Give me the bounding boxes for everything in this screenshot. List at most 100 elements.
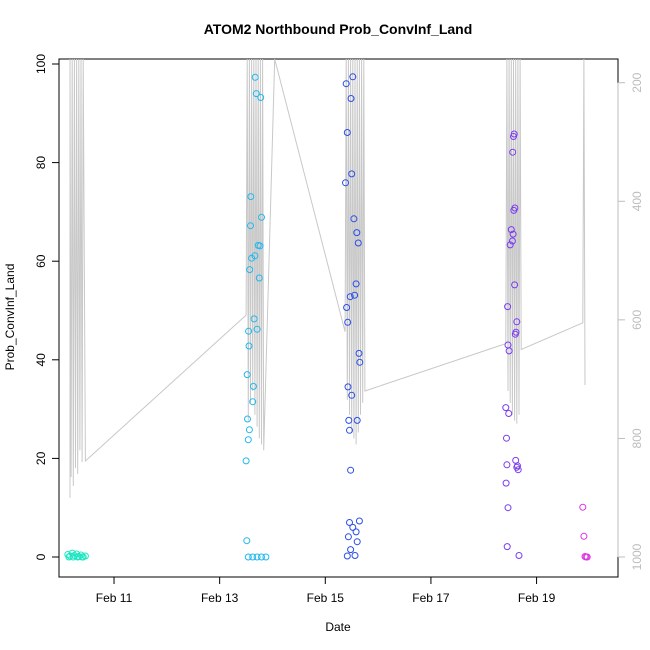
data-point [354,239,362,247]
data-point [78,553,86,561]
y-tick-label: 60 [34,254,48,268]
data-point [262,553,270,561]
data-point [69,553,77,561]
data-point [505,410,513,417]
data-point [342,80,350,88]
chart-title: ATOM2 Northbound Prob_ConvInf_Land [204,21,473,37]
x-axis: Feb 11 Feb 13 Feb 15 Feb 17 Feb 19 [96,576,556,605]
data-point [512,328,520,336]
data-point [344,533,352,541]
data-point [251,252,259,260]
data-point [513,318,521,326]
series-line [69,58,586,498]
data-point [245,426,253,434]
x-tick-label: Feb 13 [201,591,239,605]
y-tick-label: 20 [34,451,48,465]
lines-layer [69,58,586,498]
data-point [244,553,252,561]
data-point [252,90,260,98]
data-point [81,552,89,560]
data-point [244,415,251,423]
data-point [344,318,352,326]
y2-tick-label: 1000 [630,543,644,570]
data-point [355,349,363,357]
x-tick-label: Feb 19 [518,591,556,605]
y2-tick-label: 400 [630,191,644,211]
x-tick-label: Feb 11 [96,591,133,605]
data-point [343,304,351,311]
data-point [256,242,264,250]
data-point [583,553,591,561]
data-point [506,241,514,249]
y-tick-label: 40 [34,353,48,367]
data-point [74,553,82,561]
data-point [346,293,354,301]
data-point [509,148,517,156]
y-axis: 0 20 40 60 80 100 [34,54,59,560]
data-point [504,504,512,512]
data-point [352,280,360,288]
y-tick-label: 0 [34,553,48,560]
data-point [515,552,523,559]
data-point [245,327,253,335]
data-point [502,479,510,487]
data-point [242,457,250,465]
data-point [503,434,510,442]
data-point [253,325,261,333]
data-point [510,130,518,138]
data-point [514,462,521,470]
data-point [345,416,353,424]
data-point [511,281,519,289]
data-point [580,532,588,540]
data-point [347,466,355,474]
data-point [352,528,360,536]
data-point [350,215,358,223]
data-point [243,371,251,379]
data-point [245,342,253,350]
data-point [353,229,361,237]
x-axis-label: Date [325,620,351,634]
y2-tick-label: 200 [630,72,644,92]
data-point [348,170,356,178]
data-point [244,436,252,444]
data-point [349,523,357,531]
data-point [346,426,353,434]
data-point [246,266,254,274]
data-point [507,226,515,234]
data-point [255,274,263,282]
x-tick-label: Feb 15 [307,591,345,605]
x-tick-label: Feb 17 [412,591,450,605]
data-point [257,94,265,101]
data-point [343,552,351,560]
data-point [579,503,587,511]
data-point [505,347,513,355]
secondary-y-axis: 200 400 600 800 1000 [617,72,644,570]
data-point [247,193,255,201]
data-point [251,73,259,81]
data-point [349,73,357,81]
plot-frame [58,58,619,578]
data-point [348,391,356,399]
data-point [503,543,511,551]
data-point [347,546,355,554]
y-axis-label: Prob_ConvInf_Land [3,264,17,371]
data-point [353,416,361,424]
data-point [509,230,517,238]
data-point [346,519,353,526]
data-point [342,179,349,187]
data-point [344,383,352,391]
data-point [249,398,257,406]
data-point [511,204,519,212]
y2-tick-label: 800 [630,428,644,448]
data-point [356,358,364,366]
data-point [503,461,511,469]
data-point [347,95,355,102]
points-layer [64,73,591,561]
data-point [253,553,261,561]
data-point [355,517,363,525]
data-point [502,404,510,412]
data-point [65,553,73,561]
data-point [249,382,257,390]
